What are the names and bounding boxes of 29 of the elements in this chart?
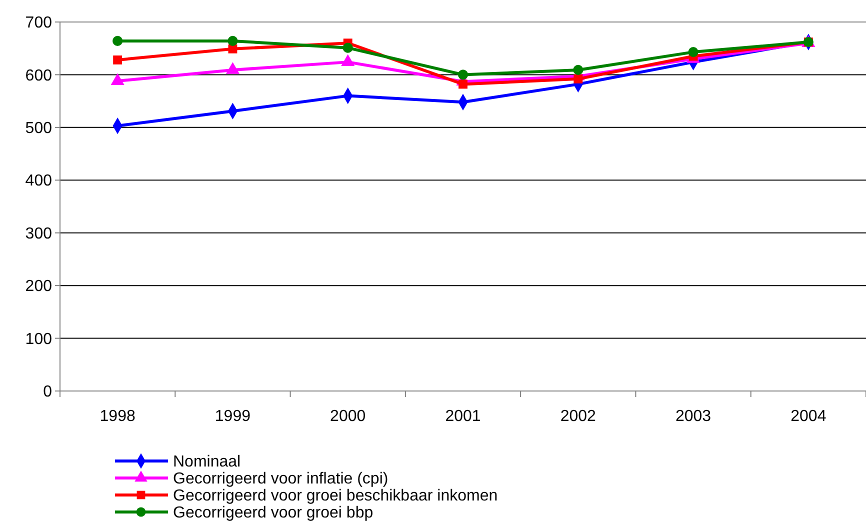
x-tick-label: 2000 — [330, 408, 366, 425]
x-tick-label: 2002 — [560, 408, 596, 425]
point — [573, 64, 584, 76]
point — [113, 55, 122, 64]
y-tick-label: 0 — [43, 384, 52, 401]
y-tick-label: 300 — [25, 225, 52, 242]
point — [228, 36, 238, 46]
x-tick-label: 2004 — [790, 408, 826, 425]
point — [112, 36, 123, 46]
y-tick-label: 600 — [25, 67, 52, 84]
point — [228, 44, 238, 54]
point — [688, 47, 698, 58]
legend-label: Gecorrigeerd voor groei beschikbaar inkomen — [173, 488, 498, 505]
point — [574, 74, 583, 84]
legend-label: Nominaal — [173, 454, 241, 471]
x-tick-label: 2003 — [675, 408, 712, 425]
point — [458, 80, 468, 89]
y-tick-label: 100 — [25, 330, 52, 348]
x-tick-label: 1998 — [100, 408, 136, 425]
y-tick-label: 200 — [25, 278, 52, 296]
point — [458, 70, 468, 80]
y-tick-label: 400 — [25, 172, 52, 190]
x-tick-label: 2001 — [445, 408, 481, 425]
legend-label: Gecorrigeerd voor groei bbp — [173, 504, 374, 522]
point — [342, 42, 353, 53]
x-tick-label: 1999 — [214, 408, 251, 425]
y-tick-label: 700 — [25, 14, 52, 32]
y-tick-label: 500 — [25, 120, 52, 138]
legend-label: Gecorrigeerd voor inflatie (cpi) — [173, 470, 388, 488]
